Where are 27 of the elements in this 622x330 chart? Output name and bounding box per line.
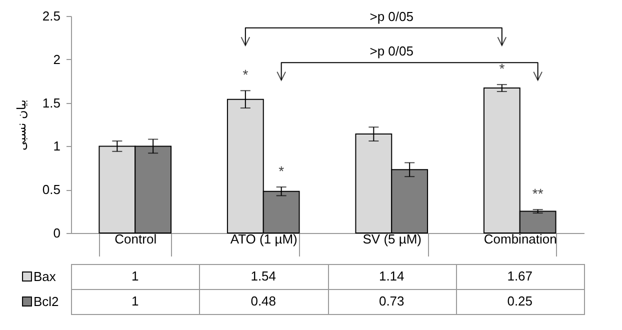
annotation: *: [278, 162, 285, 179]
x-tick-label: SV (5 µM): [362, 232, 422, 246]
y-tick-label: 1.5: [42, 95, 60, 110]
y-tick-label: 0.5: [42, 182, 60, 198]
legend-label: Bax: [34, 269, 56, 284]
annotation: **: [532, 186, 544, 202]
data-label: 0.73: [378, 294, 404, 308]
y-tick-label: 2: [53, 52, 60, 67]
data-label: 1.14: [378, 268, 404, 284]
data-label: 0.25: [507, 294, 533, 308]
y-tick-label: 1: [53, 138, 60, 154]
annotation: *: [499, 60, 506, 77]
data-label: 1.54: [250, 268, 276, 284]
legend-label: Bcl2: [34, 294, 59, 309]
annotation: >p 0/05: [370, 8, 414, 24]
data-label: 0.48: [250, 294, 276, 308]
annotation: >p 0/05: [370, 44, 414, 59]
x-tick-label: Control: [114, 232, 157, 246]
data-label: 1: [132, 268, 139, 284]
annotation: *: [242, 66, 249, 83]
y-tick-label: 2.5: [42, 8, 60, 24]
data-label: 1: [132, 294, 139, 308]
x-tick-label: ATO (1 µM): [230, 232, 298, 246]
x-tick-label: Combination: [484, 232, 557, 246]
y-axis-title: بیان نسبی: [14, 100, 28, 150]
data-label: 1.67: [507, 268, 533, 284]
y-tick-label: 0: [53, 226, 60, 240]
